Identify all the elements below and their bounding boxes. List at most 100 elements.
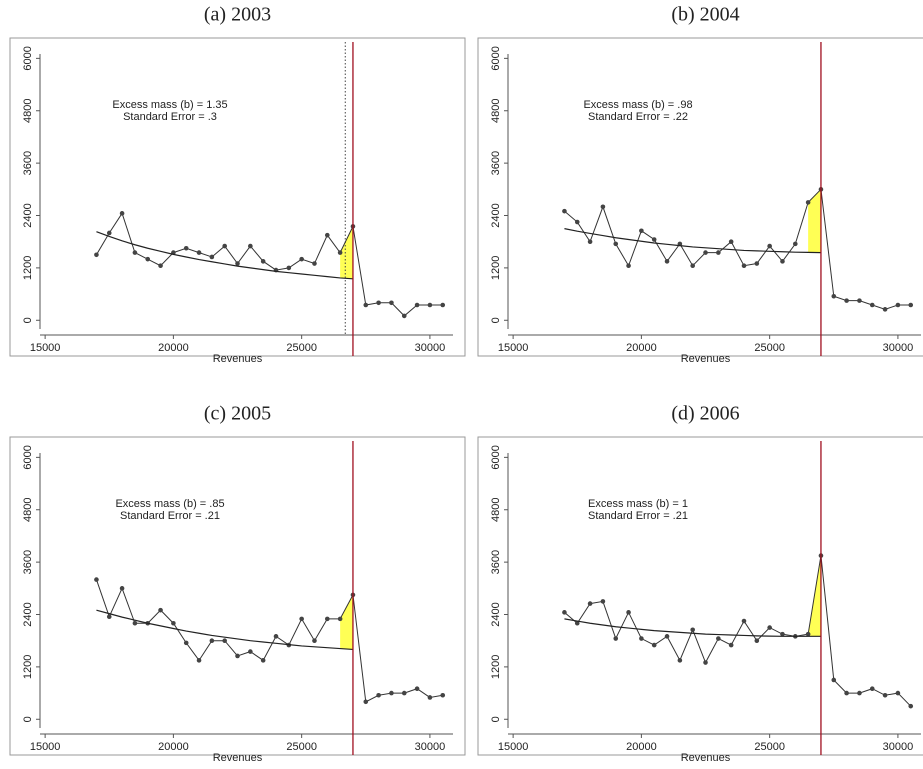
y-tick-label: 4800 [490,99,502,123]
data-point [895,690,901,696]
x-tick-label: 20000 [626,342,657,354]
data-point [376,692,381,698]
x-axis-label: Revenues [681,353,731,365]
data-point [626,610,631,615]
y-tick-label: 4800 [22,99,34,123]
y-tick-label: 0 [490,716,502,722]
data-point [728,239,734,244]
data-point [363,699,369,705]
excess-mass-area [340,594,353,650]
y-tick-label: 2400 [22,602,34,626]
data-line [564,188,911,310]
data-point [587,239,593,244]
data-point [325,616,330,622]
y-tick-label: 0 [22,317,34,323]
panel-title: (a) 2003 [204,4,271,26]
data-point [716,636,721,641]
data-point [831,677,837,683]
y-tick-label: 6000 [22,445,34,469]
data-point [119,586,125,591]
data-point [299,616,304,622]
data-point [158,607,163,613]
data-line [95,579,443,703]
data-point [677,658,683,663]
data-point [286,265,292,271]
data-point [389,690,394,696]
x-tick-label: 30000 [883,741,914,753]
data-point [754,261,760,266]
data-point [171,620,176,626]
data-point [767,243,772,249]
x-tick-label: 15000 [30,741,61,753]
annotation: Standard Error = .21 [588,510,688,522]
data-point [574,620,580,626]
annotation: Excess mass (b) = .98 [583,99,692,111]
x-tick-label: 30000 [415,741,446,753]
data-point [248,243,253,249]
data-point [716,250,721,255]
data-line [564,555,912,707]
y-tick-label: 3600 [490,550,502,574]
data-point [440,302,446,308]
data-point [562,208,567,214]
data-point [401,313,407,319]
panel-frame [477,37,923,357]
data-point [183,245,189,251]
data-point [844,298,849,303]
panel-title: (d) 2006 [671,403,739,425]
data-point [427,302,433,308]
data-point [869,686,875,692]
y-tick-label: 0 [490,317,502,323]
data-point [183,640,189,646]
data-point [587,601,593,606]
panel-title: (c) 2005 [204,403,271,425]
data-point [908,703,914,709]
fitted-line [564,618,821,637]
data-point [805,200,811,205]
data-point [414,686,420,692]
data-point [235,261,240,266]
x-tick-label: 20000 [158,741,189,753]
x-tick-label: 25000 [286,741,317,753]
data-point [325,232,330,238]
data-point [857,298,862,303]
x-tick-label: 30000 [415,342,446,354]
y-tick-label: 3600 [22,550,34,574]
excess-mass-area [808,189,821,253]
data-point [741,618,747,624]
data-point [132,620,138,626]
data-point [690,627,695,633]
data-point [414,302,420,308]
fitted-line [96,231,353,280]
data-point [651,642,657,648]
data-point [106,614,112,619]
annotation: Standard Error = .21 [120,510,220,522]
data-point [805,631,811,637]
data-point [908,302,914,308]
y-tick-label: 3600 [22,151,34,175]
y-tick-label: 1200 [490,655,502,679]
data-point [209,254,215,260]
data-point [235,653,240,659]
y-tick-label: 2400 [22,203,34,227]
data-point [401,690,407,696]
y-tick-label: 2400 [490,203,502,227]
x-axis-label: Revenues [213,353,263,365]
data-point [728,642,734,648]
fitted-line [564,228,821,254]
data-point [222,638,227,643]
data-point [754,638,760,643]
y-tick-label: 6000 [490,445,502,469]
data-point [857,690,862,696]
data-point [260,259,266,264]
annotation: Excess mass (b) = 1 [588,498,688,510]
panel-frame [477,436,923,756]
y-tick-label: 6000 [22,46,34,70]
y-tick-label: 1200 [490,256,502,280]
data-point [337,616,343,622]
annotation: Standard Error = .3 [123,111,217,123]
data-point [132,250,138,255]
y-tick-label: 1200 [22,655,34,679]
data-point [651,237,657,242]
data-point [337,250,343,255]
